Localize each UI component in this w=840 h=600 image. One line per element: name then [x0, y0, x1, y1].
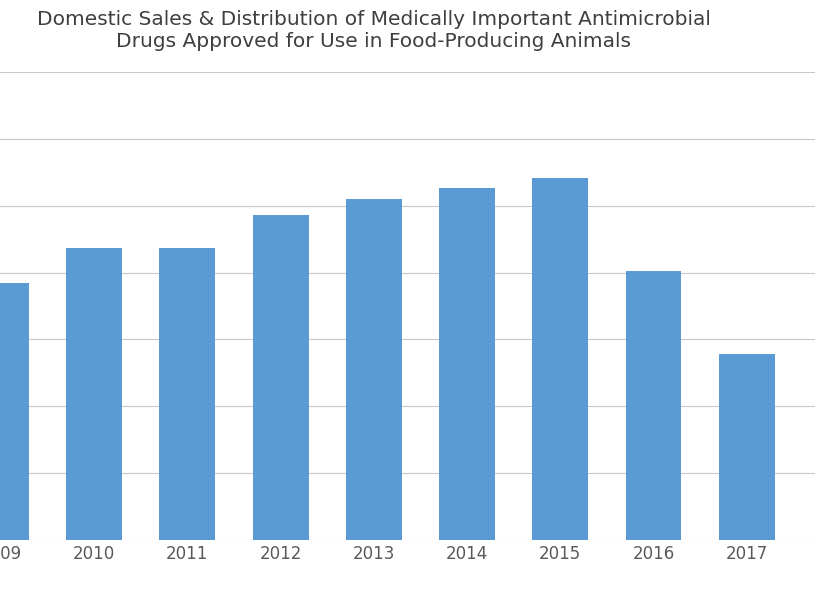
Bar — [253, 215, 308, 540]
Bar — [533, 178, 588, 540]
Title: Domestic Sales & Distribution of Medically Important Antimicrobial
Drugs Approve: Domestic Sales & Distribution of Medical… — [37, 10, 711, 51]
Bar — [346, 199, 402, 540]
Bar — [626, 271, 681, 540]
Bar — [160, 248, 215, 540]
Bar — [719, 354, 774, 540]
Bar — [66, 248, 122, 540]
Bar — [0, 283, 29, 540]
Bar — [439, 188, 495, 540]
